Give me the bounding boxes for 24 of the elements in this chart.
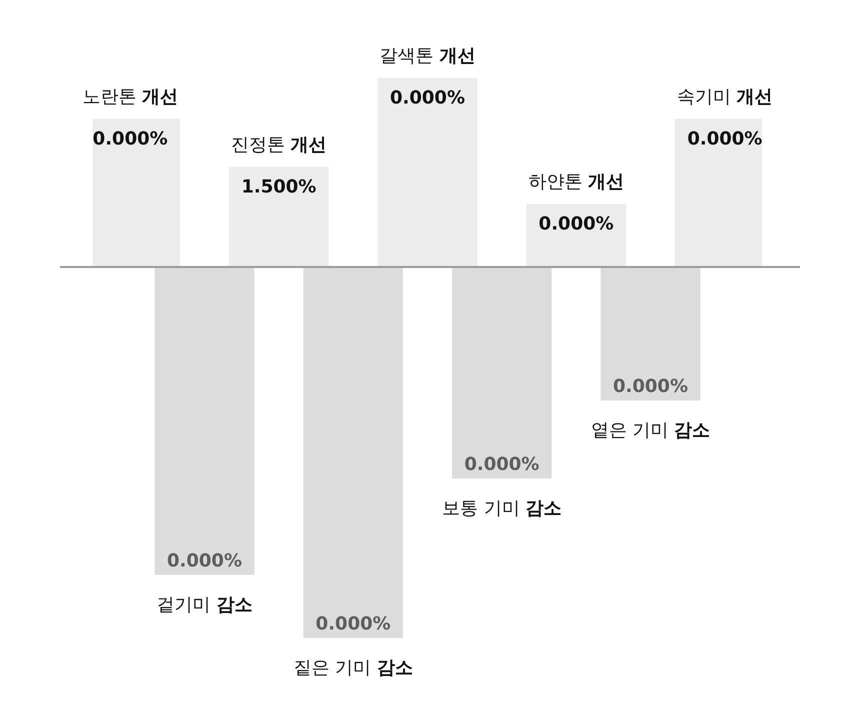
annotation: 0.000% <box>92 128 168 150</box>
x-tick-label: 하얀톤 개선 <box>528 172 624 193</box>
annotation: 0.000% <box>464 454 540 476</box>
x-tick-label: 갈색톤 개선 <box>380 45 476 66</box>
bar <box>154 267 254 575</box>
bar <box>600 267 700 401</box>
x-tick-label: 진정톤 개선 <box>230 134 327 156</box>
annotation: 0.000% <box>316 614 391 635</box>
bar <box>229 166 329 267</box>
bar <box>378 78 478 267</box>
x-tick-label: 짙은 기미 감소 <box>293 658 413 679</box>
annotation: 0.000% <box>167 550 242 572</box>
annotation: 0.000% <box>687 128 762 150</box>
annotation: 0.000% <box>538 214 614 235</box>
bar <box>452 267 552 478</box>
x-tick-label: 옅은 기미 감소 <box>590 420 710 442</box>
bar <box>303 267 403 638</box>
annotation: 0.000% <box>390 87 465 108</box>
x-tick-label: 보통 기미 감소 <box>442 498 562 520</box>
x-tick-label: 속기미 개선 <box>676 86 773 108</box>
x-tick-label: 겉기미 감소 <box>156 594 252 616</box>
annotation: 0.000% <box>613 376 688 398</box>
annotation: 1.500% <box>241 176 316 198</box>
x-tick-label: 노란톤 개선 <box>82 86 178 108</box>
